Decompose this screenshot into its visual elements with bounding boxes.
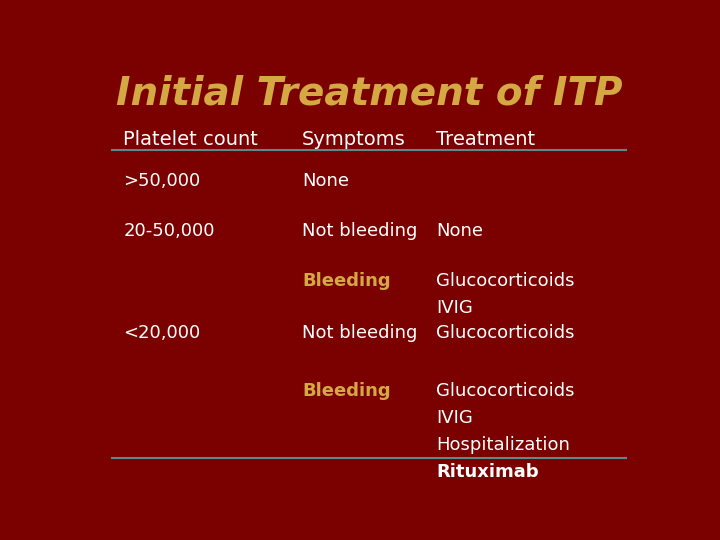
Text: 20-50,000: 20-50,000	[124, 222, 215, 240]
Text: Rituximab: Rituximab	[436, 463, 539, 481]
Text: None: None	[436, 222, 483, 240]
Text: Glucocorticoids: Glucocorticoids	[436, 324, 575, 342]
Text: Bleeding: Bleeding	[302, 382, 391, 400]
Text: Symptoms: Symptoms	[302, 130, 406, 149]
Text: <20,000: <20,000	[124, 324, 201, 342]
Text: >50,000: >50,000	[124, 172, 201, 190]
Text: Initial Treatment of ITP: Initial Treatment of ITP	[116, 75, 622, 113]
Text: IVIG: IVIG	[436, 409, 473, 427]
Text: Hospitalization: Hospitalization	[436, 436, 570, 454]
Text: Bleeding: Bleeding	[302, 272, 391, 290]
Text: Not bleeding: Not bleeding	[302, 222, 418, 240]
Text: IVIG: IVIG	[436, 299, 473, 317]
Text: None: None	[302, 172, 349, 190]
Text: Not bleeding: Not bleeding	[302, 324, 418, 342]
Text: Glucocorticoids: Glucocorticoids	[436, 382, 575, 400]
Text: Treatment: Treatment	[436, 130, 535, 149]
Text: Glucocorticoids: Glucocorticoids	[436, 272, 575, 290]
Text: Platelet count: Platelet count	[124, 130, 258, 149]
